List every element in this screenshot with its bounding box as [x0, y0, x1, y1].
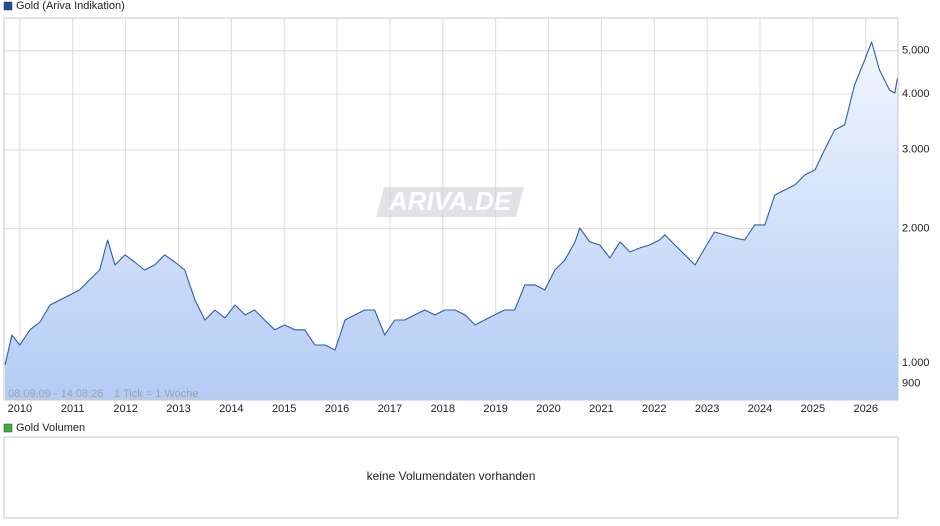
x-tick-label: 2011	[61, 403, 85, 415]
axes: 900 1.000 2.000 3.000 4.000 5.000 2010 2011 2012…	[8, 45, 930, 415]
x-tick-label: 2013	[166, 403, 190, 415]
x-tick-label: 2022	[642, 403, 666, 415]
data-layer	[4, 41, 899, 400]
volume-legend-label: Gold Volumen	[16, 422, 85, 434]
volume-message: keine Volumendaten vorhanden	[367, 469, 536, 483]
volume-frame	[3, 436, 899, 519]
x-tick-label: 2019	[483, 403, 507, 415]
y-tick-label: 2.000	[902, 222, 930, 234]
legend-swatch	[3, 1, 13, 11]
x-tick-label: 2010	[8, 403, 32, 415]
y-tick-label: 4.000	[902, 88, 930, 100]
y-tick-label: 5.000	[902, 45, 930, 57]
x-tick-label: 2020	[536, 403, 560, 415]
watermark-bg	[376, 187, 524, 217]
tick-note: 1 Tick = 1 Woche	[114, 388, 198, 400]
volume-legend-swatch	[3, 423, 13, 433]
watermark: ARIVA.DE	[388, 186, 512, 216]
legend-label: Gold (Ariva Indikation)	[16, 0, 125, 12]
watermark-group: ARIVA.DE	[376, 186, 524, 217]
x-tick-label: 2026	[854, 403, 878, 415]
y-tick-label: 3.000	[902, 144, 930, 156]
y-tick-label: 1.000	[902, 357, 930, 369]
x-tick-label: 2016	[325, 403, 349, 415]
x-tick-label: 2023	[695, 403, 719, 415]
y-tick-label: 900	[902, 377, 920, 389]
period-label: 08.09.09 - 14.08.26	[8, 388, 103, 400]
x-tick-label: 2024	[748, 403, 772, 415]
x-tick-label: 2014	[219, 403, 243, 415]
x-tick-label: 2012	[113, 403, 137, 415]
x-tick-label: 2015	[272, 403, 296, 415]
x-tick-label: 2017	[378, 403, 402, 415]
x-tick-label: 2025	[801, 403, 825, 415]
x-tick-label: 2021	[589, 403, 613, 415]
price-line	[4, 41, 899, 366]
plot-frame	[3, 17, 899, 401]
x-tick-label: 2018	[431, 403, 455, 415]
area	[5, 42, 898, 400]
